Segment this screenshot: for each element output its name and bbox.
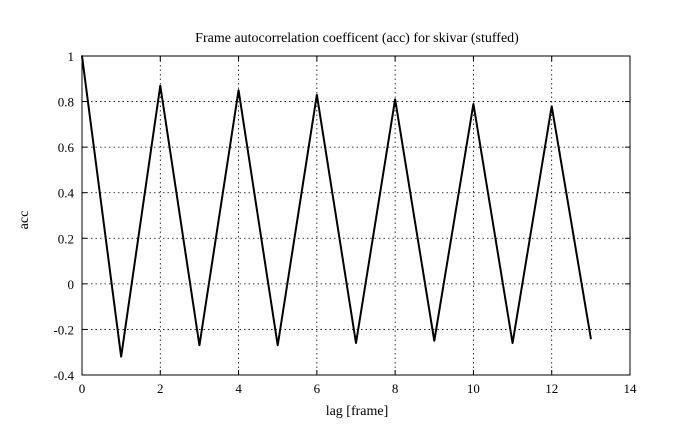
acc-series-line <box>81 55 592 357</box>
plot-frame <box>81 55 631 376</box>
acc-data-point <box>394 98 397 101</box>
acc-data-point <box>81 55 83 57</box>
y-tick-label: -0.2 <box>53 322 74 337</box>
y-tick-label: 0 <box>68 277 75 292</box>
chart-title: Frame autocorrelation coefficent (acc) f… <box>195 31 519 46</box>
acc-data-point <box>550 105 553 108</box>
acc-data-point <box>120 355 123 358</box>
y-tick-label: 0.4 <box>58 186 75 201</box>
x-tick-label: 14 <box>624 381 638 396</box>
y-tick-label: -0.4 <box>53 368 74 383</box>
series-layer <box>81 55 592 358</box>
x-tick-label: 4 <box>235 381 242 396</box>
y-tick-label: 1 <box>68 49 75 64</box>
x-tick-label: 10 <box>467 381 480 396</box>
x-tick-label: 8 <box>392 381 399 396</box>
x-tick-label: 12 <box>545 381 558 396</box>
acc-data-point <box>198 344 201 347</box>
x-tick-label: 6 <box>314 381 321 396</box>
x-axis-label: lag [frame] <box>326 404 389 419</box>
acc-data-point <box>433 339 436 342</box>
y-axis-label: acc <box>17 211 32 230</box>
grid <box>82 56 630 375</box>
acc-data-point <box>472 102 475 105</box>
x-tick-label: 0 <box>79 381 86 396</box>
acc-data-point <box>276 344 279 347</box>
acc-data-point <box>589 337 592 340</box>
y-tick-label: 0.8 <box>58 95 74 110</box>
acc-data-point <box>355 342 357 344</box>
acc-data-point <box>159 84 162 87</box>
y-tick-label: 0.2 <box>58 231 74 246</box>
axis-ticks: 0 2 4 6 8 10 12 14 -0.4 -0.2 0 0.2 0.4 0.6 0.8 1 <box>53 49 637 396</box>
acc-data-point <box>511 342 514 344</box>
x-tick-label: 2 <box>157 381 164 396</box>
y-tick-label: 0.6 <box>58 140 75 155</box>
acc-data-point <box>237 89 240 92</box>
acc-data-point <box>315 93 318 96</box>
